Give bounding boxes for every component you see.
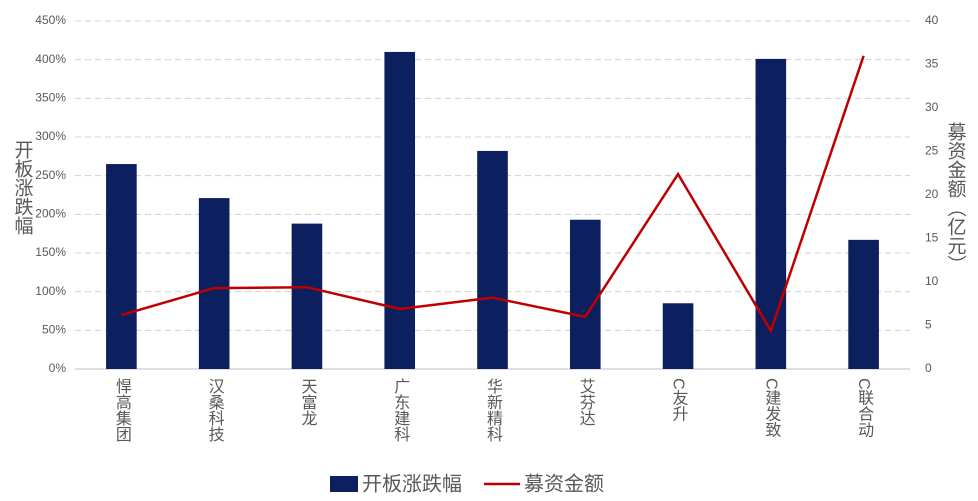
y-tick-label: 400% — [35, 52, 66, 66]
y-tick-label: 300% — [35, 129, 66, 143]
y2-tick-label: 35 — [925, 57, 939, 71]
y-tick-label: 150% — [35, 245, 66, 259]
y-tick-label: 100% — [35, 284, 66, 298]
y-tick-label: 0% — [49, 361, 67, 375]
bar — [477, 150, 508, 369]
bar — [291, 223, 323, 369]
bar — [384, 51, 416, 369]
legend-label: 募资金额 — [524, 472, 604, 495]
y-tick-label: 50% — [42, 323, 66, 337]
y-tick-label: 200% — [35, 207, 66, 221]
line — [121, 55, 865, 334]
x-tick-label: C联合动 — [855, 378, 874, 438]
x-tick-label: 艾芬达 — [577, 378, 596, 426]
bar — [755, 58, 787, 369]
y-tick-label: 250% — [35, 168, 66, 182]
x-tick-label: 汉桑科技 — [206, 378, 225, 443]
legend-label: 开板涨跌幅 — [362, 472, 462, 495]
y-tick-label: 350% — [35, 91, 66, 105]
bar — [106, 164, 137, 369]
x-tick-label: 华新精科 — [484, 378, 503, 442]
y2-axis-title: 募资金额（亿元） — [945, 122, 967, 274]
x-tick-label: 悍高集团 — [113, 378, 132, 442]
y2-tick-label: 5 — [925, 318, 932, 332]
y-tick-label: 450% — [35, 13, 66, 27]
x-tick-label: 广东建科 — [391, 378, 410, 442]
legend-swatch — [330, 476, 358, 492]
bar — [569, 219, 601, 369]
y2-tick-label: 10 — [925, 274, 939, 288]
bar — [662, 303, 694, 369]
y2-tick-label: 20 — [925, 187, 939, 201]
x-tick-label: 天富龙 — [298, 378, 317, 426]
y2-tick-label: 15 — [925, 231, 939, 245]
y2-tick-label: 30 — [925, 100, 939, 114]
y-axis-title: 开板涨跌幅 — [12, 140, 34, 235]
x-tick-label: C友升 — [670, 378, 689, 422]
y2-tick-label: 25 — [925, 144, 939, 158]
x-tick-label: C建发致 — [762, 378, 781, 438]
bar — [848, 239, 879, 369]
bar — [198, 198, 230, 369]
y2-tick-label: 0 — [925, 361, 932, 375]
y2-tick-label: 40 — [925, 13, 939, 27]
